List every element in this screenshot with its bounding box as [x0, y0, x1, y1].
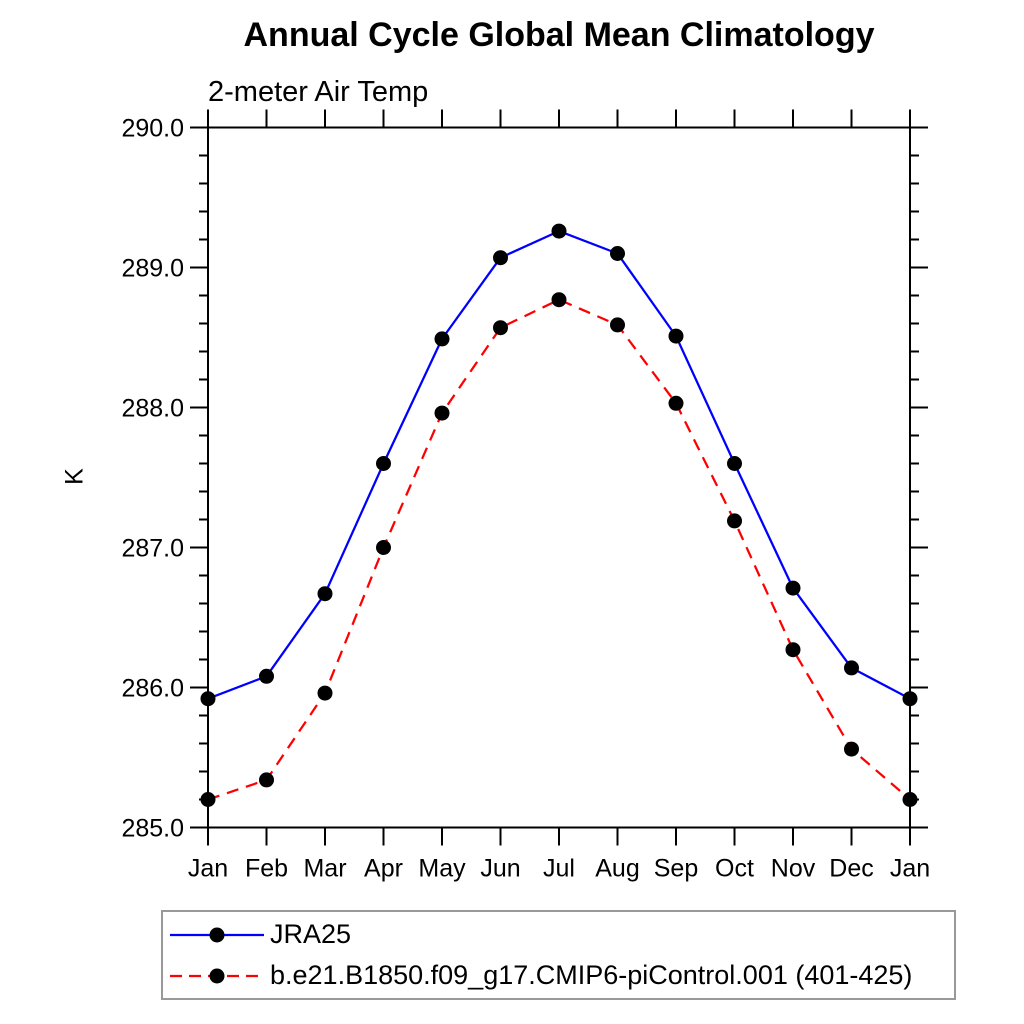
svg-text:Sep: Sep — [654, 855, 698, 883]
svg-text:Feb: Feb — [245, 855, 288, 883]
x-axis-ticks — [207, 109, 911, 846]
svg-text:Aug: Aug — [595, 855, 639, 883]
legend-label-model: b.e21.B1850.f09_g17.CMIP6-piControl.001 … — [270, 960, 913, 990]
legend-label-jra25: JRA25 — [270, 919, 352, 949]
svg-text:Dec: Dec — [829, 855, 873, 883]
svg-text:Jan: Jan — [890, 855, 930, 883]
svg-text:290.0: 290.0 — [121, 115, 184, 143]
svg-text:287.0: 287.0 — [121, 535, 184, 563]
svg-text:Jan: Jan — [188, 855, 228, 883]
legend-item-jra25: JRA25 — [163, 915, 954, 955]
y-tick-labels: 285.0 286.0 287.0 288.0 289.0 290.0 — [121, 115, 184, 843]
svg-text:Nov: Nov — [771, 855, 816, 883]
chart-subtitle: 2-meter Air Temp — [208, 76, 429, 108]
legend-item-model: b.e21.B1850.f09_g17.CMIP6-piControl.001 … — [163, 956, 954, 996]
chart-title: Annual Cycle Global Mean Climatology — [243, 16, 875, 54]
legend: JRA25 b.e21.B1850.f09_g17.CMIP6-piContro… — [161, 910, 956, 1000]
svg-text:288.0: 288.0 — [121, 395, 184, 423]
svg-text:Apr: Apr — [364, 855, 403, 883]
legend-swatch-model-dashed-line-icon — [170, 968, 264, 983]
svg-text:289.0: 289.0 — [121, 255, 184, 283]
svg-text:Mar: Mar — [303, 855, 346, 883]
svg-text:Jul: Jul — [543, 855, 575, 883]
series-markers-0 — [200, 223, 918, 707]
svg-text:285.0: 285.0 — [121, 815, 184, 843]
svg-text:May: May — [418, 855, 466, 883]
svg-text:Oct: Oct — [715, 855, 754, 883]
series-markers-1 — [200, 292, 918, 807]
svg-text:Jun: Jun — [480, 855, 520, 883]
series-line-1 — [207, 298, 911, 801]
x-tick-labels: Jan Feb Mar Apr May Jun Jul Aug Sep Oct Nov Dec Jan — [188, 855, 930, 883]
legend-swatch-jra25-line-icon — [170, 927, 264, 942]
svg-text:286.0: 286.0 — [121, 675, 184, 703]
